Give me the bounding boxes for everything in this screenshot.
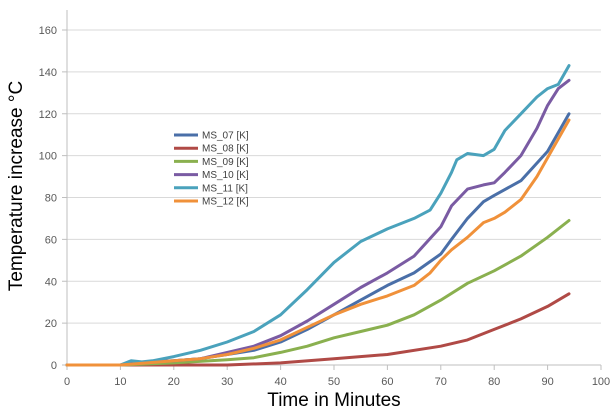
tick-labels: 0 10 20 30 40 50 60 70 80 90 100 0 20 40 60 80 100 120 140… — [39, 25, 611, 388]
legend-label: MS_10 [K] — [202, 170, 249, 181]
y-tick-label: 40 — [45, 276, 57, 288]
series-line-3 — [65, 219, 571, 367]
y-axis-title: Temperature increase °C — [6, 81, 27, 291]
legend-label: MS_07 [K] — [202, 131, 249, 142]
legend: MS_07 [K] MS_08 [K] MS_09 [K] MS_10 [K] MS_1… — [174, 131, 249, 208]
legend-label: MS_08 [K] — [202, 144, 249, 155]
y-tick-label: 140 — [39, 67, 57, 79]
plot-area — [65, 64, 571, 367]
x-tick-label: 70 — [435, 376, 447, 388]
legend-label: MS_12 [K] — [202, 197, 249, 208]
x-tick-label: 80 — [488, 376, 500, 388]
y-tick-label: 100 — [39, 151, 57, 163]
x-axis-title: Time in Minutes — [267, 390, 400, 411]
y-tick-label: 120 — [39, 109, 57, 121]
y-tick-label: 20 — [45, 318, 57, 330]
x-tick-label: 60 — [381, 376, 393, 388]
legend-label: MS_11 [K] — [202, 183, 248, 194]
series-line-6 — [65, 118, 571, 367]
x-tick-label: 90 — [541, 376, 553, 388]
legend-label: MS_09 [K] — [202, 157, 249, 168]
series-line-2 — [65, 292, 571, 367]
x-tick-label: 30 — [221, 376, 233, 388]
x-tick-label: 0 — [64, 376, 70, 388]
x-tick-label: 20 — [168, 376, 180, 388]
y-tick-label: 60 — [45, 234, 57, 246]
y-tick-label: 80 — [45, 193, 57, 205]
y-tick-label: 0 — [51, 360, 57, 372]
y-tick-label: 160 — [39, 25, 57, 37]
x-tick-label: 10 — [114, 376, 126, 388]
series-line-5 — [65, 64, 571, 367]
x-tick-label: 40 — [274, 376, 286, 388]
gridlines — [67, 29, 601, 324]
x-tick-label: 100 — [592, 376, 610, 388]
x-tick-label: 50 — [328, 376, 340, 388]
